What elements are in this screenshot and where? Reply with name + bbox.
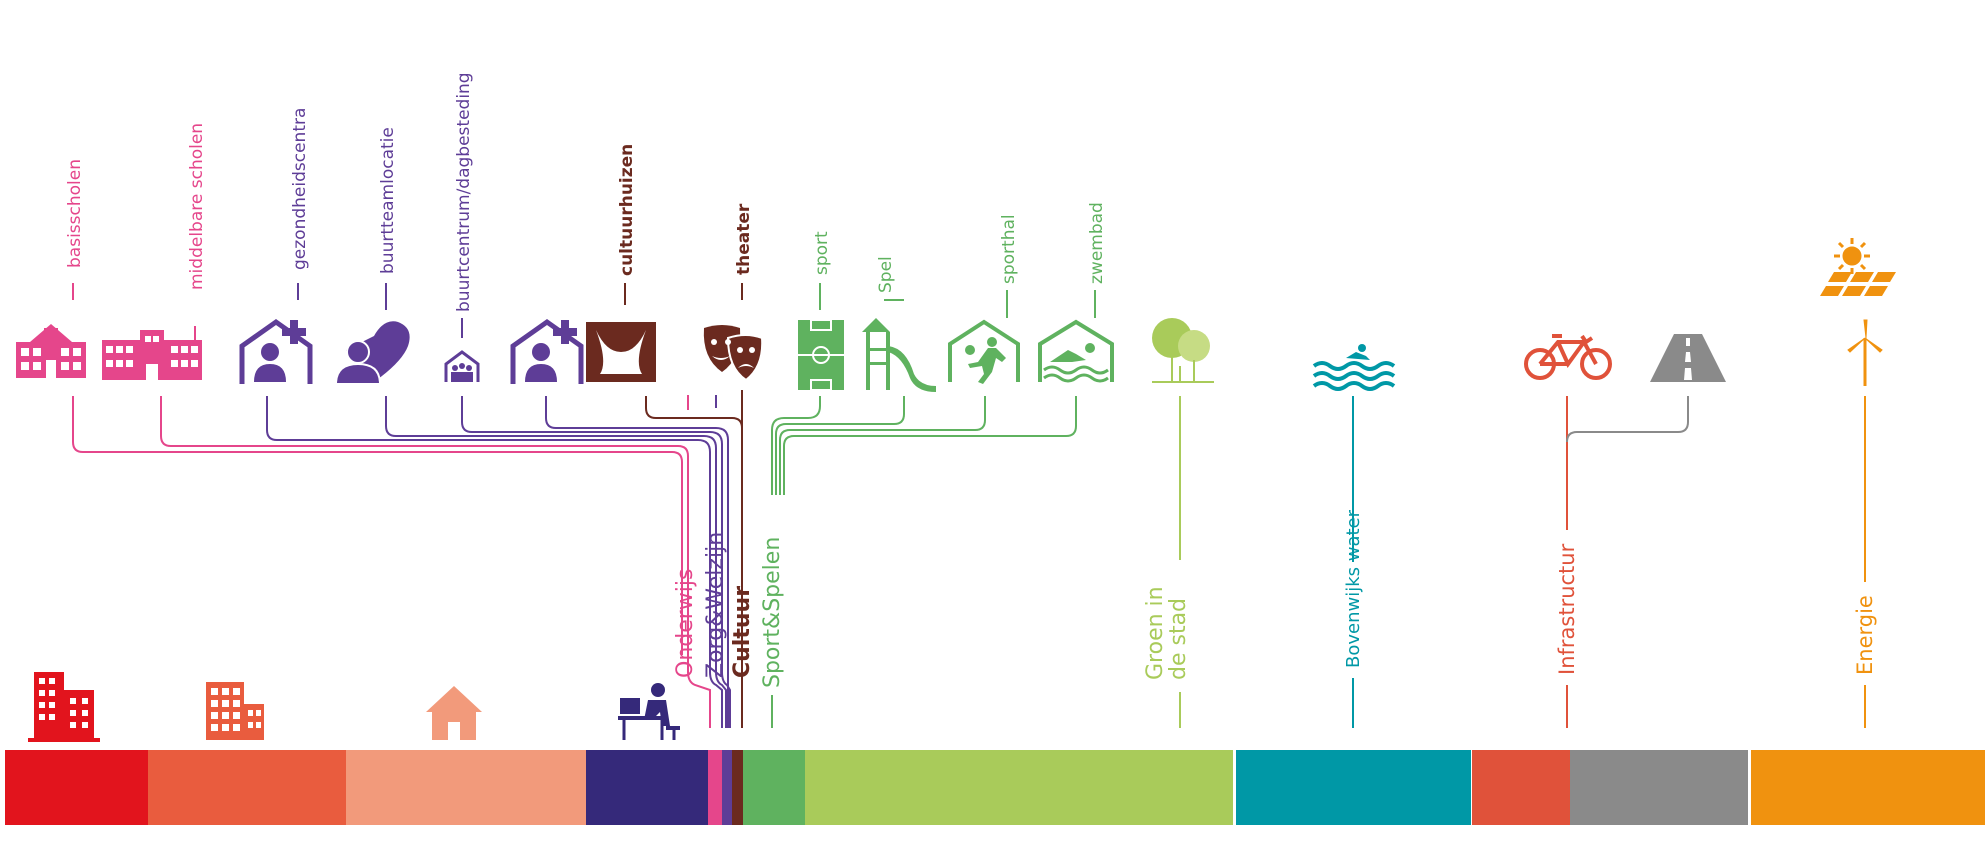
category-energie: Energie bbox=[1853, 595, 1877, 675]
category-onderwijs: Onderwijs bbox=[673, 569, 698, 678]
category-water: Bovenwijks water bbox=[1343, 509, 1364, 668]
health-centre-icon bbox=[239, 318, 313, 384]
water-waves-icon bbox=[1312, 344, 1396, 391]
sun-icon bbox=[1834, 238, 1870, 274]
road-icon bbox=[1650, 334, 1726, 382]
bar-segment-teal bbox=[1236, 750, 1471, 825]
label-buurtcentrum: buurtcentrum/dagbesteding bbox=[454, 72, 474, 312]
label-basisscholen: basisscholen bbox=[65, 159, 85, 268]
swimming-icon bbox=[1038, 319, 1114, 383]
connector-zwembad bbox=[783, 396, 1077, 495]
category-groen-line2: de stad bbox=[1166, 598, 1191, 680]
label-theater: theater bbox=[734, 203, 754, 275]
bicycle-icon bbox=[1524, 334, 1612, 380]
house-icon bbox=[426, 686, 482, 740]
bar-segment-orange-red bbox=[1472, 750, 1570, 825]
trees-icon bbox=[1152, 318, 1214, 383]
football-field-icon bbox=[798, 319, 844, 391]
bar-segment-orange bbox=[1751, 750, 1985, 825]
category-zorg: Zorg&Welzijn bbox=[703, 532, 728, 678]
bar-segment-lightgreen bbox=[805, 750, 1233, 825]
bar-segment-salmon bbox=[346, 750, 586, 825]
category-sport: Sport&Spelen bbox=[760, 537, 785, 688]
connector-gezondheidscentra-2 bbox=[545, 396, 729, 728]
colour-bar bbox=[5, 750, 1985, 825]
connector-lines bbox=[72, 283, 1866, 728]
facility-labels: basisscholen middelbare scholen gezondhe… bbox=[65, 72, 1107, 312]
bar-segment-grey bbox=[1570, 750, 1748, 825]
category-groen-line1: Groen in bbox=[1143, 586, 1168, 680]
high-school-icon bbox=[102, 330, 202, 380]
connector-middelbare-scholen bbox=[160, 396, 711, 728]
heart-person-icon bbox=[334, 321, 410, 385]
community-centre-icon bbox=[444, 350, 480, 382]
apartment-building-icon bbox=[206, 682, 264, 740]
label-gezondheidscentra: gezondheidscentra bbox=[290, 108, 310, 270]
bar-segment-brown bbox=[732, 750, 743, 825]
bar-segment-pink bbox=[708, 750, 722, 825]
connector-basisscholen bbox=[72, 396, 683, 655]
office-worker-icon bbox=[618, 683, 680, 740]
bar-segment-navy bbox=[586, 750, 708, 825]
connector-buurtteamlocatie bbox=[385, 396, 727, 728]
bar-segment-red bbox=[5, 750, 148, 825]
label-zwembad: zwembad bbox=[1087, 202, 1107, 284]
connector-gezondheidscentra bbox=[266, 396, 723, 728]
wind-turbine-icon bbox=[1847, 319, 1883, 386]
label-sport: sport bbox=[812, 231, 832, 275]
playground-slide-icon bbox=[862, 318, 936, 392]
stage-curtain-icon bbox=[586, 322, 656, 382]
label-cultuurhuizen: cultuurhuizen bbox=[617, 144, 637, 276]
health-centre-icon-2 bbox=[510, 318, 584, 384]
connector-road bbox=[1566, 396, 1689, 443]
solar-panel-icon bbox=[1820, 272, 1896, 296]
category-cultuur: Cultuur bbox=[730, 586, 755, 678]
category-labels: Onderwijs Zorg&Welzijn Cultuur Sport&Spe… bbox=[673, 509, 1877, 688]
connector-spel bbox=[775, 396, 905, 495]
label-spel: Spel bbox=[876, 256, 896, 293]
bar-segment-purple bbox=[722, 750, 732, 825]
theatre-masks-icon bbox=[703, 325, 764, 382]
category-infra: Infrastructur bbox=[1555, 543, 1579, 675]
office-building-icon bbox=[28, 672, 100, 742]
connector-sport bbox=[771, 396, 821, 495]
connector-buurtcentrum bbox=[461, 396, 731, 728]
school-icon bbox=[16, 324, 86, 378]
sports-hall-icon bbox=[948, 319, 1020, 384]
bar-segment-green bbox=[743, 750, 805, 825]
label-sporthal: sporthal bbox=[999, 214, 1019, 284]
bar-segment-coral bbox=[148, 750, 346, 825]
label-middelbare-scholen: middelbare scholen bbox=[187, 123, 207, 290]
connector-sporthal bbox=[779, 396, 986, 495]
label-buurtteamlocatie: buurtteamlocatie bbox=[378, 127, 398, 274]
